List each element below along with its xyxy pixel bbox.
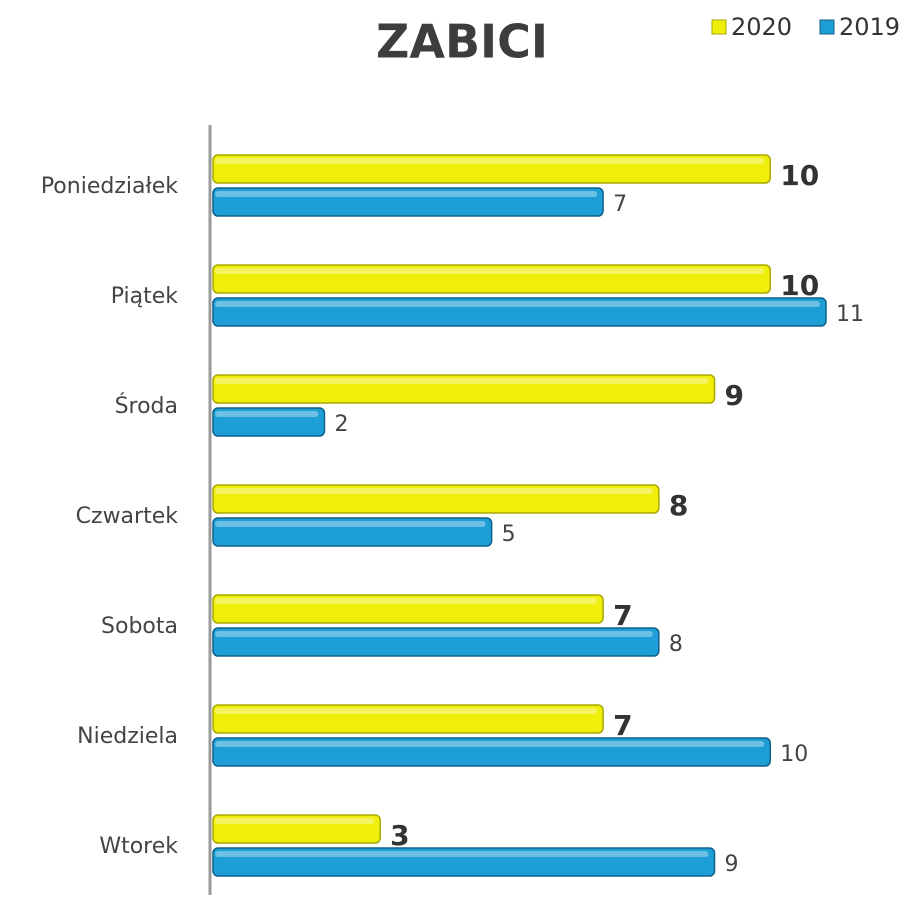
bar xyxy=(212,374,716,404)
legend-label: 2020 xyxy=(731,13,792,41)
chart-title: ZABICI xyxy=(376,15,548,69)
bar xyxy=(212,484,660,514)
y-tick-label: Środa xyxy=(115,393,178,419)
bar xyxy=(212,154,772,184)
data-label: 8 xyxy=(669,632,683,657)
data-label: 7 xyxy=(613,599,632,632)
bar xyxy=(212,187,604,217)
bar-highlight xyxy=(215,411,319,417)
bar xyxy=(212,704,604,734)
bar-highlight xyxy=(215,158,765,164)
bar-highlight xyxy=(215,708,598,714)
bar-highlight xyxy=(215,598,598,604)
bar xyxy=(212,407,326,437)
y-tick-label: Wtorek xyxy=(99,834,178,859)
legend-swatch xyxy=(819,19,835,35)
legend-label: 2019 xyxy=(839,13,900,41)
bar xyxy=(212,737,772,767)
bar-highlight xyxy=(215,851,709,857)
bar xyxy=(212,847,716,877)
bar-highlight xyxy=(215,378,709,384)
data-label: 8 xyxy=(669,489,688,522)
bar xyxy=(212,297,827,327)
y-tick-label: Niedziela xyxy=(77,724,178,749)
data-label: 7 xyxy=(613,709,632,742)
legend-swatch xyxy=(711,19,727,35)
y-tick-label: Sobota xyxy=(101,614,178,639)
data-label: 5 xyxy=(502,522,516,547)
bar-highlight xyxy=(215,521,486,527)
data-label: 10 xyxy=(780,742,808,767)
bar-highlight xyxy=(215,741,765,747)
data-label: 11 xyxy=(836,302,864,327)
data-label: 9 xyxy=(725,852,739,877)
data-label: 7 xyxy=(613,192,627,217)
y-tick-label: Poniedziałek xyxy=(41,174,178,199)
y-tick-label: Piątek xyxy=(111,284,179,309)
bar xyxy=(212,264,772,294)
bar xyxy=(212,627,660,657)
bar-highlight xyxy=(215,488,653,494)
data-label: 10 xyxy=(780,269,819,302)
bar-highlight xyxy=(215,191,598,197)
bar-highlight xyxy=(215,301,820,307)
bar-highlight xyxy=(215,631,653,637)
bar xyxy=(212,594,604,624)
bar xyxy=(212,814,381,844)
data-label: 9 xyxy=(725,379,744,412)
data-label: 3 xyxy=(390,819,409,852)
bar-highlight xyxy=(215,818,375,824)
y-tick-label: Czwartek xyxy=(76,504,179,529)
bar xyxy=(212,517,493,547)
bar-highlight xyxy=(215,268,765,274)
data-label: 10 xyxy=(780,159,819,192)
data-label: 2 xyxy=(334,412,348,437)
